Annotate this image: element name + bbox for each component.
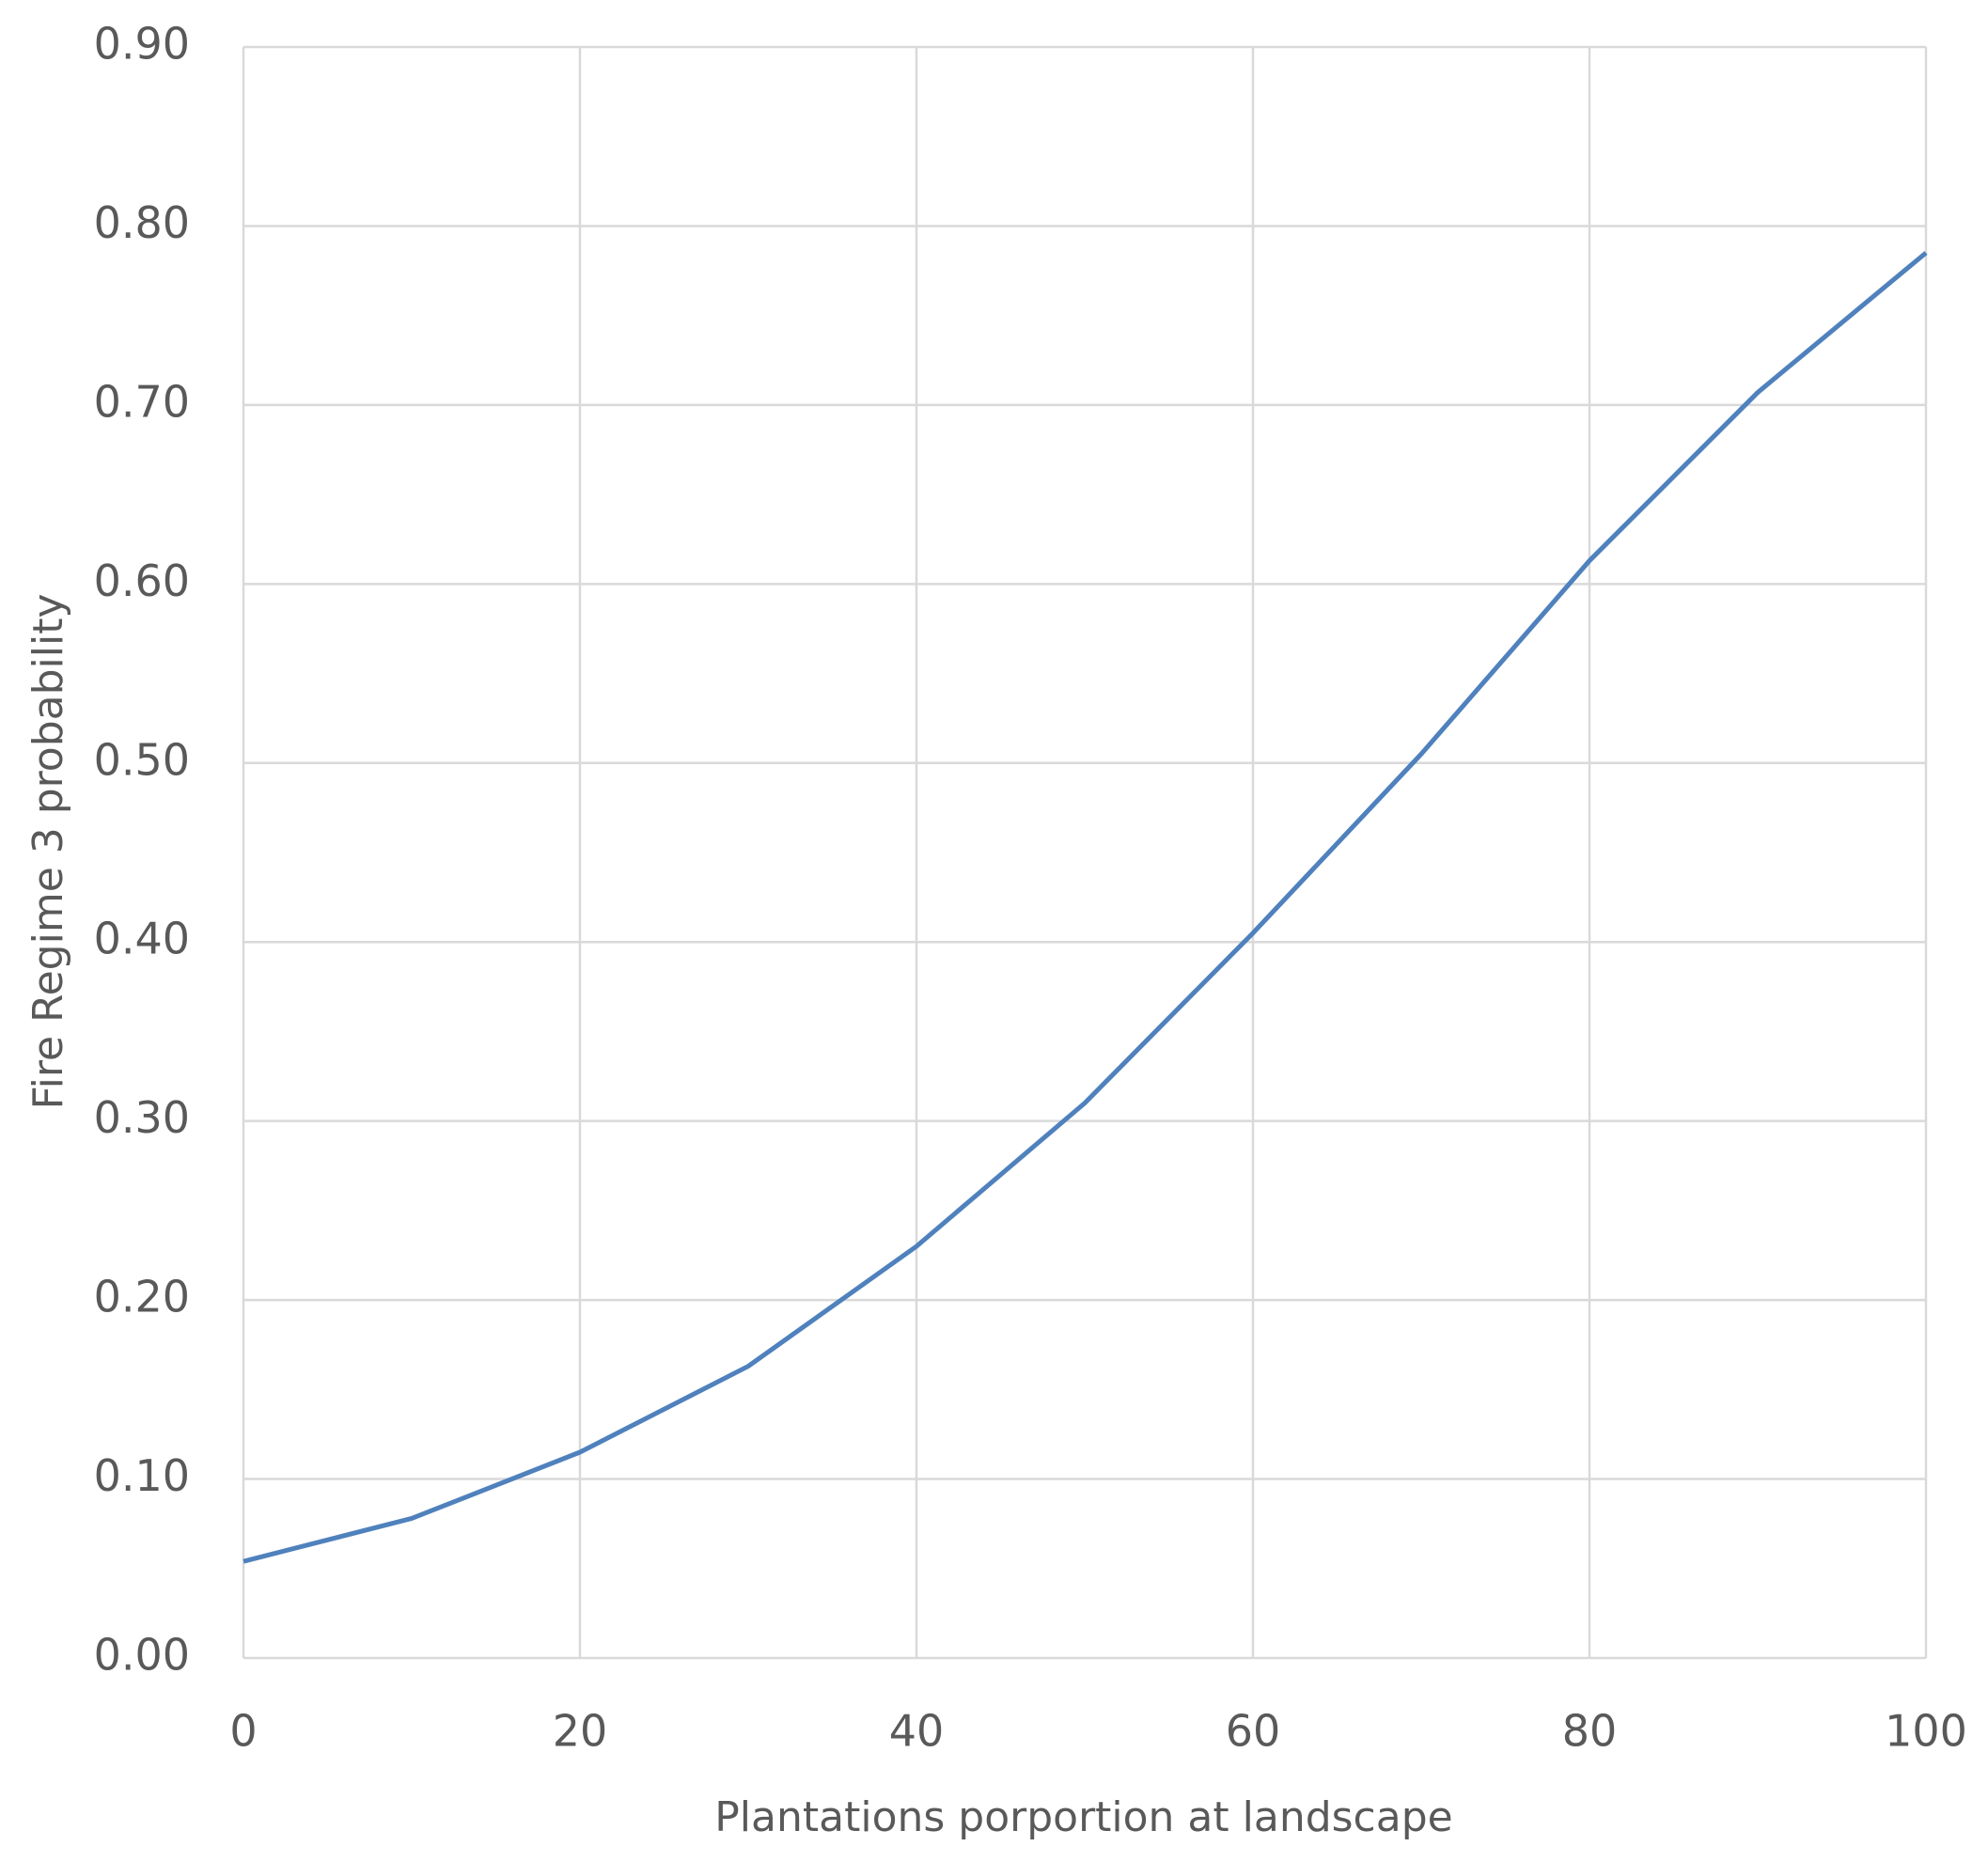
y-tick-label: 0.70 [94, 376, 190, 427]
y-axis-title: Fire Regime 3 probability [24, 594, 72, 1110]
x-tick-label: 60 [1226, 1706, 1281, 1757]
y-tick-label: 0.90 [94, 19, 190, 70]
data-line [243, 251, 1928, 1564]
y-tick-label: 0.10 [94, 1450, 190, 1501]
x-tick-label: 100 [1885, 1706, 1967, 1757]
y-tick-label: 0.80 [94, 197, 190, 248]
x-axis-title: Plantations porportion at landscape [714, 1793, 1452, 1841]
x-tick-label: 20 [553, 1706, 608, 1757]
y-tick-label: 0.00 [94, 1630, 190, 1681]
y-tick-label: 0.50 [94, 734, 190, 785]
y-tick-label: 0.30 [94, 1092, 190, 1143]
y-tick-label: 0.60 [94, 555, 190, 606]
x-tick-label: 40 [889, 1706, 945, 1757]
x-tick-label: 0 [229, 1706, 257, 1757]
x-tick-label: 80 [1562, 1706, 1618, 1757]
y-tick-label: 0.40 [94, 914, 190, 964]
y-tick-label: 0.20 [94, 1272, 190, 1322]
